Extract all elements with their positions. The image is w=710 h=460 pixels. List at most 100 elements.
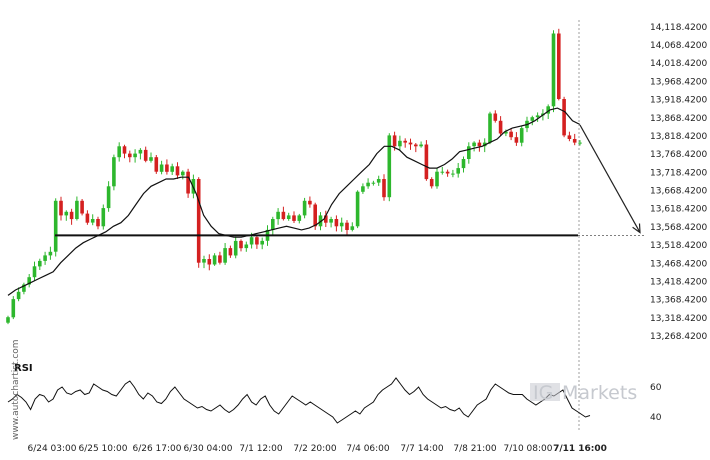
candle-body xyxy=(233,240,238,256)
logo-name: Markets xyxy=(562,382,637,404)
candle-body xyxy=(493,113,498,121)
candle-body xyxy=(498,120,503,134)
candle-body xyxy=(546,106,550,114)
candle-body xyxy=(350,226,355,230)
rsi-tick-label: 60 xyxy=(650,383,662,393)
time-tick-label: 6/30 04:00 xyxy=(183,444,232,454)
candle-body xyxy=(149,157,153,161)
candle-body xyxy=(16,291,21,300)
candle-body xyxy=(260,240,264,245)
candle-body xyxy=(297,215,302,221)
price-tick-label: 13,918.4200 xyxy=(650,96,708,106)
price-axis: 14,118.4200 14,068.4200 14,018.4200 13,968.… xyxy=(650,23,708,342)
candle-body xyxy=(228,248,233,256)
brand-logo: IG Markets xyxy=(530,382,637,404)
candle-body xyxy=(467,146,471,159)
candle-body xyxy=(186,171,190,194)
candle-body xyxy=(138,149,143,154)
price-tick-label: 13,268.4200 xyxy=(650,332,708,342)
time-tick-label: 7/1 12:00 xyxy=(239,444,283,454)
candle-body xyxy=(361,186,365,192)
candle-body xyxy=(196,179,201,263)
price-tick-label: 14,068.4200 xyxy=(650,41,708,51)
time-tick-label: 7/8 21:00 xyxy=(453,444,497,454)
time-tick-label: 6/25 10:00 xyxy=(78,444,127,454)
candle-body xyxy=(271,219,275,230)
candle-body xyxy=(64,211,69,216)
rsi-panel: RSI 60 40 xyxy=(7,363,662,424)
candle-body xyxy=(324,215,328,223)
price-tick-label: 13,618.4200 xyxy=(650,205,708,215)
price-tick-label: 13,768.4200 xyxy=(650,150,708,160)
forecast-arrow-shaft xyxy=(579,124,641,233)
price-tick-label: 13,818.4200 xyxy=(650,132,708,142)
candle-body xyxy=(117,146,121,158)
candle-body xyxy=(572,139,577,143)
candle-body xyxy=(69,211,74,220)
candle-body xyxy=(80,200,84,214)
candle-body xyxy=(159,164,164,172)
candle-body xyxy=(403,140,407,143)
candle-body xyxy=(281,211,286,220)
price-tick-label: 13,968.4200 xyxy=(650,77,708,87)
rsi-line xyxy=(7,377,591,424)
rsi-axis: 60 40 xyxy=(650,383,662,423)
candle-body xyxy=(514,137,519,143)
forecast-arrow-head xyxy=(632,223,641,234)
price-tick-label: 14,118.4200 xyxy=(650,23,708,33)
candle-body xyxy=(11,299,16,318)
candle-body xyxy=(244,244,249,249)
candle-body xyxy=(48,251,53,256)
candle-body xyxy=(440,171,445,173)
time-tick-label: 7/2 20:00 xyxy=(293,444,337,454)
candle-body xyxy=(567,135,572,139)
time-tick-label: 7/7 14:00 xyxy=(400,444,444,454)
candle-body xyxy=(202,259,206,263)
candle-body xyxy=(387,135,392,198)
candle-body xyxy=(535,115,540,118)
candle-body xyxy=(175,166,180,176)
candle-body xyxy=(75,200,79,219)
time-tick-label: 7/11 16:00 xyxy=(553,444,607,454)
price-tick-label: 13,568.4200 xyxy=(650,223,708,233)
candle-body xyxy=(578,142,582,144)
candle-body xyxy=(181,171,185,176)
candle-body xyxy=(419,144,423,147)
candle-body xyxy=(308,200,312,205)
candle-body xyxy=(398,140,402,147)
candle-body xyxy=(27,277,31,285)
price-tick-label: 14,018.4200 xyxy=(650,59,708,69)
ig-logo-icon: IG xyxy=(530,382,560,404)
candle-body xyxy=(408,142,413,145)
candle-body xyxy=(143,149,148,161)
price-tick-label: 13,668.4200 xyxy=(650,187,708,197)
candle-body xyxy=(6,317,10,323)
candle-body xyxy=(504,131,508,134)
candle-body xyxy=(90,219,95,223)
candle-body xyxy=(38,260,42,267)
candle-body xyxy=(329,219,333,223)
candle-body xyxy=(53,200,58,252)
candle-body xyxy=(345,222,349,230)
price-tick-label: 13,718.4200 xyxy=(650,168,708,178)
candle-body xyxy=(128,153,132,158)
candle-body xyxy=(339,222,344,227)
candle-body xyxy=(376,179,381,183)
candle-body xyxy=(519,128,524,143)
time-tick-label: 7/4 06:00 xyxy=(346,444,390,454)
time-axis: 6/24 03:00 6/25 10:00 6/26 17:00 6/30 04:00… xyxy=(27,444,606,454)
price-tick-label: 13,468.4200 xyxy=(650,259,708,269)
candle-body xyxy=(562,99,566,136)
candle-body xyxy=(170,166,174,172)
time-tick-label: 6/24 03:00 xyxy=(27,444,76,454)
candle-body xyxy=(239,240,243,249)
candle-body xyxy=(557,33,561,99)
candle-body xyxy=(302,200,307,216)
candle-body xyxy=(59,200,63,216)
candle-body xyxy=(429,179,434,187)
candle-body xyxy=(461,159,466,169)
candle-body xyxy=(101,208,106,227)
candle-body xyxy=(154,157,159,172)
candle-body xyxy=(551,33,556,107)
